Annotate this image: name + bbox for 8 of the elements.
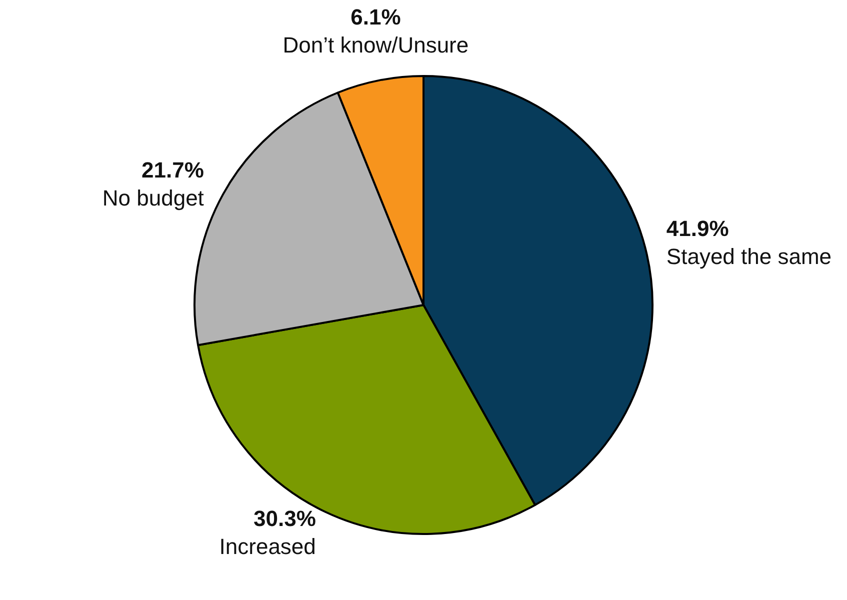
data-label: 21.7% [142, 157, 204, 182]
slice-label: Stayed the same [666, 244, 832, 269]
data-label: 6.1% [350, 4, 401, 30]
slice-label: No budget [102, 185, 204, 210]
data-label: 30.3% [254, 506, 316, 531]
slice-label: Don’t know/Unsure [282, 32, 469, 58]
slice-label: Increased [219, 534, 316, 559]
data-label: 41.9% [666, 216, 729, 241]
